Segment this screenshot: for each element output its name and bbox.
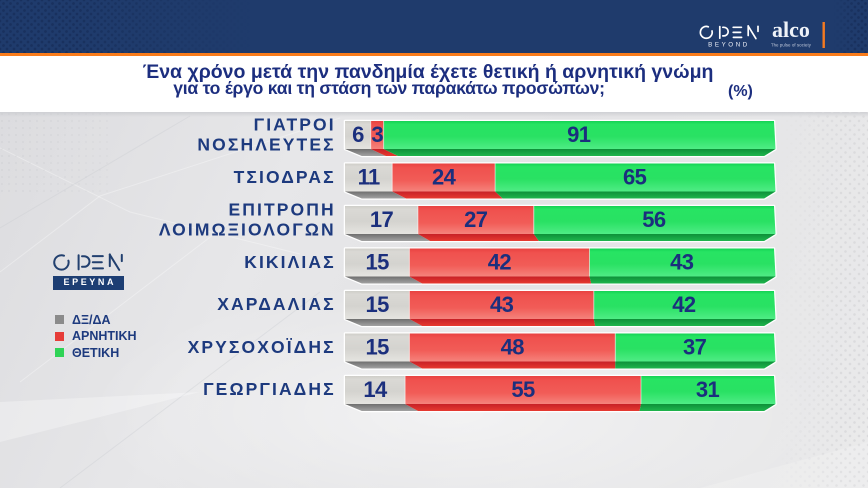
svg-text:65: 65 [623,165,647,190]
svg-text:56: 56 [642,207,666,232]
svg-text:43: 43 [670,250,694,275]
svg-text:55: 55 [511,377,535,402]
svg-text:11: 11 [358,165,380,190]
svg-text:The pulse of society: The pulse of society [771,43,812,48]
svg-text:24: 24 [432,165,457,190]
svg-text:37: 37 [683,335,707,360]
svg-text:14: 14 [363,377,388,402]
svg-text:43: 43 [490,292,514,317]
svg-text:3: 3 [371,122,383,147]
svg-text:27: 27 [464,207,488,232]
svg-text:91: 91 [567,122,591,147]
svg-text:15: 15 [366,250,390,275]
svg-text:42: 42 [488,250,512,275]
svg-text:42: 42 [672,292,696,317]
svg-text:15: 15 [366,335,390,360]
svg-text:48: 48 [501,335,525,360]
svg-text:17: 17 [370,207,394,232]
svg-text:BEYOND: BEYOND [708,42,750,49]
svg-text:alco: alco [772,17,810,42]
svg-text:6: 6 [352,122,364,147]
svg-text:15: 15 [366,292,390,317]
svg-text:31: 31 [696,377,720,402]
